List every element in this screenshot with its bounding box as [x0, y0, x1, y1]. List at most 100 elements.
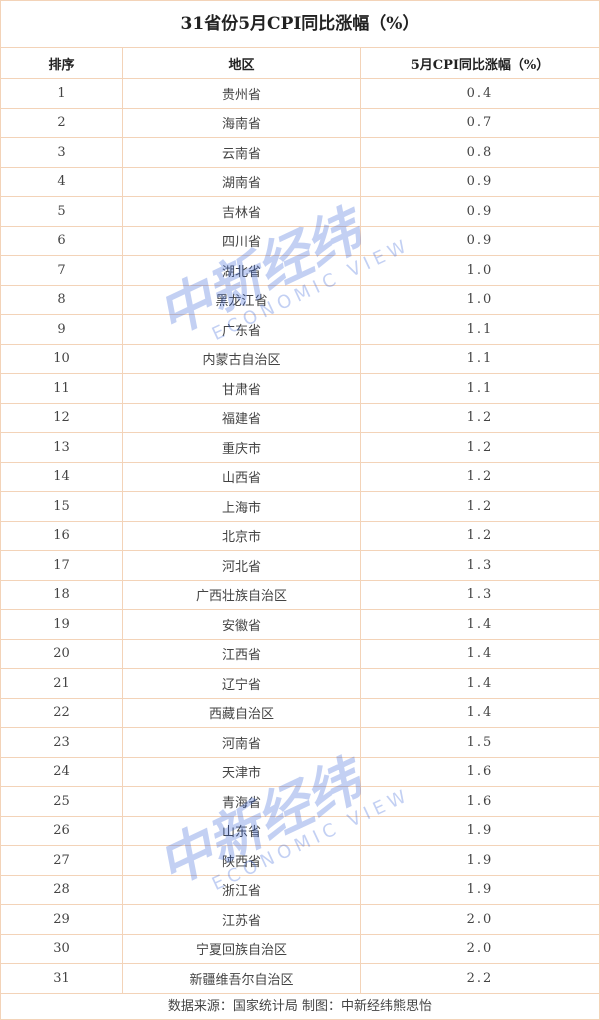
cpi-value-cell: 1.2: [360, 491, 599, 522]
table-row: 20 江西省 1.4: [1, 638, 599, 669]
cpi-value-cell: 1.6: [360, 786, 599, 817]
region-cell: 江西省: [122, 638, 361, 669]
rank-cell: 10: [1, 343, 123, 374]
cpi-value-cell: 1.2: [360, 520, 599, 551]
cpi-value-cell: 1.9: [360, 815, 599, 846]
table-row: 24 天津市 1.6: [1, 756, 599, 787]
region-cell: 河北省: [122, 550, 361, 581]
region-cell: 广东省: [122, 314, 361, 345]
region-cell: 天津市: [122, 756, 361, 787]
rank-cell: 31: [1, 963, 123, 994]
cpi-value-cell: 1.3: [360, 550, 599, 581]
region-cell: 新疆维吾尔自治区: [122, 963, 361, 994]
cpi-value-cell: 1.1: [360, 373, 599, 404]
cpi-value-cell: 1.3: [360, 579, 599, 610]
region-cell: 江苏省: [122, 904, 361, 935]
cpi-value-cell: 1.4: [360, 697, 599, 728]
rank-cell: 21: [1, 668, 123, 699]
table-row: 25 青海省 1.6: [1, 786, 599, 817]
table-row: 10 内蒙古自治区 1.1: [1, 343, 599, 374]
region-cell: 河南省: [122, 727, 361, 758]
table-row: 22 西藏自治区 1.4: [1, 697, 599, 728]
source-footer: 数据来源：国家统计局 制图：中新经纬熊思怡: [167, 998, 433, 1014]
table-row: 3 云南省 0.8: [1, 137, 599, 168]
table-row: 9 广东省 1.1: [1, 314, 599, 345]
table-row: 7 湖北省 1.0: [1, 255, 599, 286]
cpi-value-cell: 1.0: [360, 255, 599, 286]
table-row: 19 安徽省 1.4: [1, 609, 599, 640]
region-cell: 云南省: [122, 137, 361, 168]
rank-cell: 17: [1, 550, 123, 581]
rank-cell: 28: [1, 874, 123, 905]
cpi-value-cell: 2.0: [360, 933, 599, 964]
region-cell: 西藏自治区: [122, 697, 361, 728]
rank-cell: 9: [1, 314, 123, 345]
region-cell: 福建省: [122, 402, 361, 433]
table-row: 30 宁夏回族自治区 2.0: [1, 933, 599, 964]
cpi-table: 排序 地区 5月CPI同比涨幅（%） 1 贵州省 0.4 2 海南省 0.7 3 云南省 0.8…: [1, 48, 599, 994]
cpi-value-cell: 1.0: [360, 284, 599, 315]
cpi-value-cell: 1.6: [360, 756, 599, 787]
table-row: 5 吉林省 0.9: [1, 196, 599, 227]
rank-cell: 20: [1, 638, 123, 669]
region-cell: 北京市: [122, 520, 361, 551]
region-cell: 宁夏回族自治区: [122, 933, 361, 964]
cpi-value-cell: 1.2: [360, 461, 599, 492]
table-row: 27 陕西省 1.9: [1, 845, 599, 876]
rank-cell: 3: [1, 137, 123, 168]
cpi-value-cell: 0.9: [360, 166, 599, 197]
region-cell: 湖北省: [122, 255, 361, 286]
cpi-value-cell: 0.7: [360, 107, 599, 138]
cpi-value-cell: 1.9: [360, 845, 599, 876]
region-cell: 陕西省: [122, 845, 361, 876]
header-rank: 排序: [1, 48, 123, 79]
region-cell: 吉林省: [122, 196, 361, 227]
rank-cell: 29: [1, 904, 123, 935]
rank-cell: 14: [1, 461, 123, 492]
cpi-value-cell: 1.2: [360, 402, 599, 433]
cpi-value-cell: 2.0: [360, 904, 599, 935]
cpi-value-cell: 1.5: [360, 727, 599, 758]
rank-cell: 23: [1, 727, 123, 758]
rank-cell: 19: [1, 609, 123, 640]
rank-cell: 13: [1, 432, 123, 463]
table-row: 29 江苏省 2.0: [1, 904, 599, 935]
rank-cell: 25: [1, 786, 123, 817]
cpi-value-cell: 0.8: [360, 137, 599, 168]
rank-cell: 16: [1, 520, 123, 551]
region-cell: 贵州省: [122, 78, 361, 109]
table-row: 2 海南省 0.7: [1, 107, 599, 138]
region-cell: 青海省: [122, 786, 361, 817]
table-row: 11 甘肃省 1.1: [1, 373, 599, 404]
region-cell: 甘肃省: [122, 373, 361, 404]
table-row: 28 浙江省 1.9: [1, 874, 599, 905]
rank-cell: 18: [1, 579, 123, 610]
table-row: 21 辽宁省 1.4: [1, 668, 599, 699]
table-row: 14 山西省 1.2: [1, 461, 599, 492]
table-row: 12 福建省 1.2: [1, 402, 599, 433]
region-cell: 内蒙古自治区: [122, 343, 361, 374]
table-row: 8 黑龙江省 1.0: [1, 284, 599, 315]
table-row: 6 四川省 0.9: [1, 225, 599, 256]
rank-cell: 26: [1, 815, 123, 846]
cpi-value-cell: 1.2: [360, 432, 599, 463]
table-row: 4 湖南省 0.9: [1, 166, 599, 197]
rank-cell: 12: [1, 402, 123, 433]
rank-cell: 2: [1, 107, 123, 138]
table-row: 18 广西壮族自治区 1.3: [1, 579, 599, 610]
table-row: 26 山东省 1.9: [1, 815, 599, 846]
table-row: 17 河北省 1.3: [1, 550, 599, 581]
rank-cell: 8: [1, 284, 123, 315]
rank-cell: 4: [1, 166, 123, 197]
region-cell: 四川省: [122, 225, 361, 256]
region-cell: 上海市: [122, 491, 361, 522]
region-cell: 安徽省: [122, 609, 361, 640]
rank-cell: 27: [1, 845, 123, 876]
region-cell: 浙江省: [122, 874, 361, 905]
rank-cell: 30: [1, 933, 123, 964]
rank-cell: 11: [1, 373, 123, 404]
cpi-value-cell: 1.4: [360, 638, 599, 669]
rank-cell: 15: [1, 491, 123, 522]
region-cell: 海南省: [122, 107, 361, 138]
header-row: 排序 地区 5月CPI同比涨幅（%）: [1, 48, 599, 79]
